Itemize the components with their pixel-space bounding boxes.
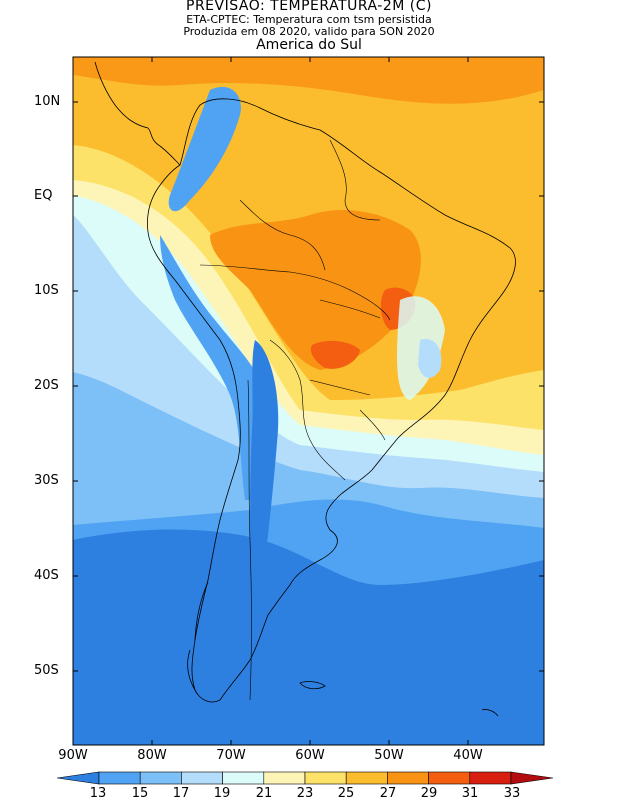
- lon-label-80w: 80W: [137, 748, 167, 763]
- model-subtitle: ETA-CPTEC: Temperatura com tsm persistid…: [186, 13, 432, 26]
- colorbar-segment: [304, 771, 347, 785]
- interior-warm-band: [210, 210, 421, 370]
- colorbar-tick-label: 33: [503, 786, 521, 801]
- border-north-south: [199, 264, 391, 321]
- cold-band-central-andes: [160, 235, 266, 500]
- issue-subtitle: Produzida em 08 2020, valido para SON 20…: [183, 25, 435, 38]
- map-frame: [72, 56, 545, 746]
- lat-label-40s: 40S: [34, 568, 59, 583]
- fjord-coast: [187, 581, 209, 696]
- border-guianas: [329, 139, 381, 221]
- colorbar-segment: [181, 771, 223, 785]
- lat-label-30s: 30S: [34, 473, 59, 488]
- lon-label-90w: 90W: [58, 748, 88, 763]
- colorbar-tick-label: 25: [337, 786, 355, 801]
- colorbar-tick-label: 23: [296, 786, 314, 801]
- lat-label-10s: 10S: [34, 283, 59, 298]
- lat-ticks: [73, 101, 544, 672]
- colorbar-segment: [263, 771, 306, 785]
- colorbar-segment: [139, 771, 182, 785]
- cool-core-brazilian-highlands: [418, 339, 442, 378]
- colorbar-segment: [469, 771, 512, 785]
- colorbar-tick-label: 29: [420, 786, 438, 801]
- lon-label-60w: 60W: [295, 748, 325, 763]
- country-borders: [199, 139, 391, 701]
- colorbar-segment: [345, 771, 388, 785]
- colorbar: [56, 771, 554, 785]
- south-georgia: [481, 709, 499, 717]
- lat-label-eq: EQ: [34, 188, 53, 203]
- colorbar-tick-label: 17: [172, 786, 190, 801]
- coastlines: [94, 61, 516, 717]
- colorbar-segment: [98, 771, 141, 785]
- colorbar-segment: [428, 771, 471, 785]
- colorbar-tick-label: 15: [131, 786, 149, 801]
- map-field: [73, 57, 544, 745]
- colorbar-segment: [56, 771, 100, 785]
- border-colombia-brazil: [239, 199, 326, 271]
- falkland-islands: [299, 681, 326, 690]
- colorbar-segment: [222, 771, 265, 785]
- lon-ticks: [72, 57, 469, 745]
- border-brazil-states: [309, 299, 381, 396]
- colorbar-tick-label: 13: [89, 786, 107, 801]
- colorbar-tick-label: 27: [379, 786, 397, 801]
- lat-label-10n: 10N: [34, 94, 61, 109]
- lon-label-70w: 70W: [216, 748, 246, 763]
- colorbar-segment: [510, 771, 554, 785]
- colorbar-segment: [387, 771, 429, 785]
- region-subtitle: America do Sul: [256, 37, 362, 53]
- map-title: PREVISAO: TEMPERATURA-2M (C): [186, 0, 432, 14]
- south-america-coast: [147, 98, 516, 703]
- hot-spot-chaco: [310, 340, 360, 369]
- border-paraguay-argentina: [269, 339, 346, 481]
- colorbar-tick-label: 31: [461, 786, 479, 801]
- lon-label-40w: 40W: [453, 748, 483, 763]
- caribbean-warm-band: [73, 57, 544, 104]
- colorbar-tick-label: 19: [213, 786, 231, 801]
- border-chile-argentina: [247, 379, 252, 701]
- lon-label-50w: 50W: [374, 748, 404, 763]
- lat-label-20s: 20S: [34, 378, 59, 393]
- cold-core-andes: [250, 340, 279, 560]
- lat-label-50s: 50S: [34, 663, 59, 678]
- central-america-coast: [94, 61, 181, 166]
- cold-band-northern-andes: [168, 86, 241, 212]
- colorbar-tick-label: 21: [255, 786, 273, 801]
- border-brazil-uruguay: [359, 409, 386, 441]
